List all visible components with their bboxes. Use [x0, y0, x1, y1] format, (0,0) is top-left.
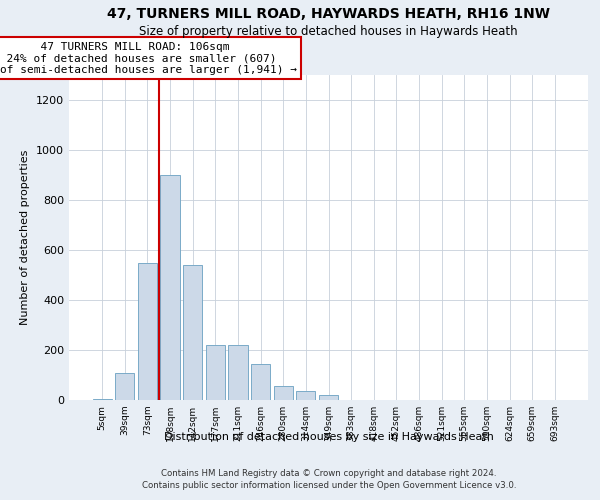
Text: 47 TURNERS MILL ROAD: 106sqm  
← 24% of detached houses are smaller (607)
76% of: 47 TURNERS MILL ROAD: 106sqm ← 24% of de… — [0, 42, 297, 75]
Bar — [183, 265, 202, 400]
Bar — [160, 175, 180, 400]
Bar — [274, 386, 293, 400]
Text: Contains HM Land Registry data © Crown copyright and database right 2024.: Contains HM Land Registry data © Crown c… — [161, 469, 497, 478]
Bar — [92, 399, 112, 400]
Bar — [319, 395, 338, 400]
Bar — [251, 364, 270, 400]
Y-axis label: Number of detached properties: Number of detached properties — [20, 150, 31, 325]
Bar — [229, 345, 248, 400]
Bar — [206, 345, 225, 400]
Bar — [115, 372, 134, 400]
Text: Contains public sector information licensed under the Open Government Licence v3: Contains public sector information licen… — [142, 481, 516, 490]
Text: Size of property relative to detached houses in Haywards Heath: Size of property relative to detached ho… — [139, 25, 518, 38]
Bar — [296, 391, 316, 400]
Text: Distribution of detached houses by size in Haywards Heath: Distribution of detached houses by size … — [164, 432, 494, 442]
Bar — [138, 262, 157, 400]
Text: 47, TURNERS MILL ROAD, HAYWARDS HEATH, RH16 1NW: 47, TURNERS MILL ROAD, HAYWARDS HEATH, R… — [107, 8, 550, 22]
